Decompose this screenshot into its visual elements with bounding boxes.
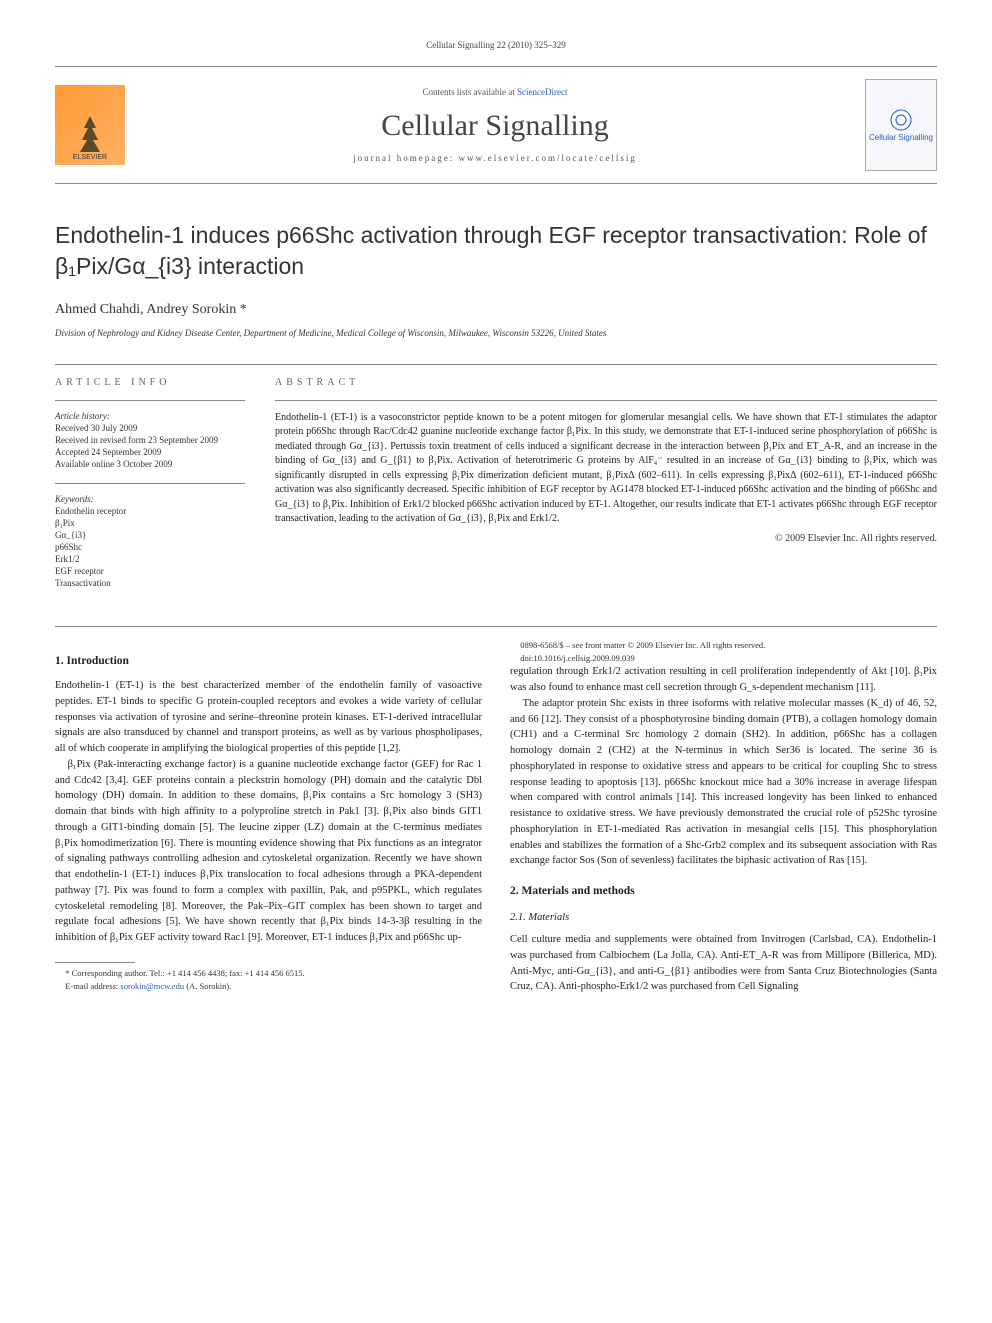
journal-homepage: journal homepage: www.elsevier.com/locat… [125,153,865,163]
homepage-url[interactable]: www.elsevier.com/locate/cellsig [459,153,637,163]
journal-name: Cellular Signalling [125,109,865,143]
keyword: Gα_{i3} [55,530,245,540]
contents-line: Contents lists available at ScienceDirec… [125,87,865,97]
publisher-logo: ELSEVIER [55,85,125,165]
keyword: p66Shc [55,542,245,552]
keyword: β₁Pix [55,518,245,528]
intro-paragraph: β₁Pix (Pak-interacting exchange factor) … [55,757,482,946]
sciencedirect-link[interactable]: ScienceDirect [517,87,567,97]
history-received: Received 30 July 2009 [55,423,245,433]
journal-cover-thumb: Cellular Signalling [865,79,937,171]
section-heading-materials: 2. Materials and methods [510,883,937,900]
section-divider [55,626,937,627]
publisher-name: ELSEVIER [73,154,107,161]
journal-masthead: ELSEVIER Contents lists available at Sci… [55,66,937,184]
history-label: Article history: [55,411,245,421]
keyword: Transactivation [55,578,245,588]
cover-label: Cellular Signalling [869,133,933,143]
affiliation: Division of Nephrology and Kidney Diseas… [55,328,937,340]
keywords-label: Keywords: [55,494,245,504]
keyword: Erk1/2 [55,554,245,564]
abstract-text: Endothelin-1 (ET-1) is a vasoconstrictor… [275,411,937,527]
materials-paragraph: Cell culture media and supplements were … [510,932,937,995]
intro-paragraph: Endothelin-1 (ET-1) is the best characte… [55,678,482,757]
article-title: Endothelin-1 induces p66Shc activation t… [55,220,937,282]
history-online: Available online 3 October 2009 [55,459,245,469]
corr-line: * Corresponding author. Tel.: +1 414 456… [55,967,482,980]
email-suffix: (A. Sorokin). [184,981,231,991]
article-info-heading: ARTICLE INFO [55,377,245,388]
article-info-column: ARTICLE INFO Article history: Received 3… [55,377,245,602]
abstract-heading: ABSTRACT [275,377,937,388]
abstract-copyright: © 2009 Elsevier Inc. All rights reserved… [275,533,937,544]
email-label: E-mail address: [65,981,120,991]
section-divider [55,364,937,365]
keyword: EGF receptor [55,566,245,576]
history-revised: Received in revised form 23 September 20… [55,435,245,445]
running-header: Cellular Signalling 22 (2010) 325–329 [55,40,937,50]
intro-paragraph: regulation through Erk1/2 activation res… [510,664,937,696]
doi-block: 0898-6568/$ – see front matter © 2009 El… [510,639,937,665]
body-text: 1. Introduction Endothelin-1 (ET-1) is t… [55,639,937,998]
subsection-heading-materials: 2.1. Materials [510,910,937,926]
signalling-icon [888,107,914,133]
contents-prefix: Contents lists available at [423,87,517,97]
abstract-column: ABSTRACT Endothelin-1 (ET-1) is a vasoco… [275,377,937,602]
elsevier-tree-icon [74,114,106,154]
authors: Ahmed Chahdi, Andrey Sorokin * [55,302,937,318]
section-heading-intro: 1. Introduction [55,653,482,670]
homepage-prefix: journal homepage: [353,153,458,163]
intro-paragraph: The adaptor protein Shc exists in three … [510,696,937,869]
email-link[interactable]: sorokin@mcw.edu [120,981,184,991]
keyword: Endothelin receptor [55,506,245,516]
history-accepted: Accepted 24 September 2009 [55,447,245,457]
front-matter-line: 0898-6568/$ – see front matter © 2009 El… [510,639,937,652]
corresponding-author-note: * Corresponding author. Tel.: +1 414 456… [55,962,482,993]
doi-line: doi:10.1016/j.cellsig.2009.09.039 [510,652,937,665]
